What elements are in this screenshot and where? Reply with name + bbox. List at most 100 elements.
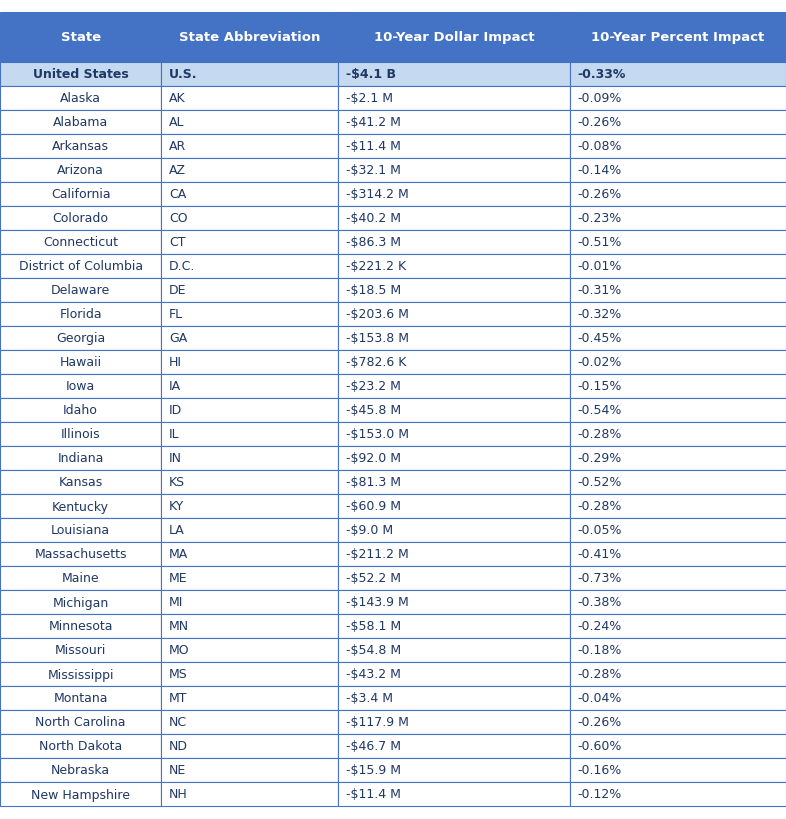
Text: -$41.2 M: -$41.2 M (346, 116, 401, 129)
Text: North Dakota: North Dakota (39, 740, 122, 753)
Text: -0.18%: -0.18% (578, 644, 623, 657)
Bar (0, 13, 161, 63)
Text: MT: MT (169, 692, 188, 704)
Text: -0.45%: -0.45% (578, 332, 623, 345)
Bar (338, 399, 570, 423)
Text: ID: ID (169, 404, 182, 417)
Bar (161, 351, 338, 374)
Bar (0, 782, 161, 806)
Text: Alabama: Alabama (53, 116, 108, 129)
Bar (161, 758, 338, 782)
Text: ND: ND (169, 740, 188, 753)
Bar (338, 327, 570, 351)
Bar (570, 135, 786, 159)
Bar (338, 638, 570, 663)
Text: -$4.1 B: -$4.1 B (346, 69, 396, 81)
Text: Alaska: Alaska (60, 93, 101, 106)
Bar (161, 734, 338, 758)
Text: FL: FL (169, 308, 183, 321)
Bar (570, 663, 786, 686)
Bar (0, 159, 161, 183)
Bar (338, 734, 570, 758)
Bar (338, 13, 570, 63)
Text: -0.14%: -0.14% (578, 165, 622, 177)
Text: -$52.2 M: -$52.2 M (346, 572, 401, 585)
Text: KS: KS (169, 476, 185, 489)
Bar (0, 495, 161, 518)
Bar (161, 111, 338, 135)
Text: Iowa: Iowa (66, 380, 95, 393)
Bar (570, 495, 786, 518)
Bar (570, 351, 786, 374)
Text: Arkansas: Arkansas (52, 140, 109, 153)
Text: Louisiana: Louisiana (51, 524, 110, 536)
Bar (570, 111, 786, 135)
Text: -$221.2 K: -$221.2 K (346, 260, 406, 274)
Bar (161, 231, 338, 255)
Bar (338, 495, 570, 518)
Text: -$23.2 M: -$23.2 M (346, 380, 401, 393)
Text: -0.28%: -0.28% (578, 428, 623, 441)
Bar (338, 351, 570, 374)
Text: -0.51%: -0.51% (578, 236, 623, 249)
Bar (570, 710, 786, 734)
Text: -0.23%: -0.23% (578, 212, 622, 225)
Text: -$54.8 M: -$54.8 M (346, 644, 401, 657)
Bar (338, 159, 570, 183)
Bar (338, 542, 570, 566)
Text: Colorado: Colorado (53, 212, 108, 225)
Text: GA: GA (169, 332, 187, 345)
Text: State Abbreviation: State Abbreviation (179, 31, 320, 44)
Bar (161, 470, 338, 495)
Text: MS: MS (169, 667, 188, 681)
Text: -0.26%: -0.26% (578, 188, 622, 201)
Bar (570, 542, 786, 566)
Text: -$86.3 M: -$86.3 M (346, 236, 401, 249)
Text: -$2.1 M: -$2.1 M (346, 93, 393, 106)
Bar (161, 206, 338, 231)
Text: -0.41%: -0.41% (578, 548, 622, 561)
Text: Delaware: Delaware (51, 284, 110, 297)
Bar (570, 206, 786, 231)
Text: Kentucky: Kentucky (52, 500, 109, 513)
Bar (570, 159, 786, 183)
Bar (161, 495, 338, 518)
Text: -$153.0 M: -$153.0 M (346, 428, 409, 441)
Text: -0.73%: -0.73% (578, 572, 623, 585)
Bar (0, 663, 161, 686)
Bar (0, 758, 161, 782)
Bar (570, 327, 786, 351)
Text: -0.02%: -0.02% (578, 356, 623, 369)
Text: Maine: Maine (62, 572, 99, 585)
Bar (570, 638, 786, 663)
Text: -$81.3 M: -$81.3 M (346, 476, 401, 489)
Bar (338, 255, 570, 278)
Bar (570, 183, 786, 206)
Bar (570, 782, 786, 806)
Text: -$314.2 M: -$314.2 M (346, 188, 409, 201)
Bar (0, 638, 161, 663)
Bar (338, 566, 570, 590)
Text: -0.29%: -0.29% (578, 452, 622, 465)
Bar (338, 423, 570, 446)
Text: -0.16%: -0.16% (578, 763, 622, 776)
Bar (570, 374, 786, 399)
Bar (338, 758, 570, 782)
Text: -$92.0 M: -$92.0 M (346, 452, 401, 465)
Text: IN: IN (169, 452, 182, 465)
Bar (0, 87, 161, 111)
Bar (338, 183, 570, 206)
Text: MO: MO (169, 644, 189, 657)
Bar (0, 111, 161, 135)
Text: CO: CO (169, 212, 188, 225)
Text: -0.54%: -0.54% (578, 404, 623, 417)
Bar (570, 758, 786, 782)
Bar (0, 542, 161, 566)
Bar (161, 638, 338, 663)
Text: Arizona: Arizona (57, 165, 104, 177)
Text: -$15.9 M: -$15.9 M (346, 763, 401, 776)
Bar (161, 87, 338, 111)
Text: ME: ME (169, 572, 188, 585)
Text: State: State (61, 31, 101, 44)
Text: Illinois: Illinois (61, 428, 101, 441)
